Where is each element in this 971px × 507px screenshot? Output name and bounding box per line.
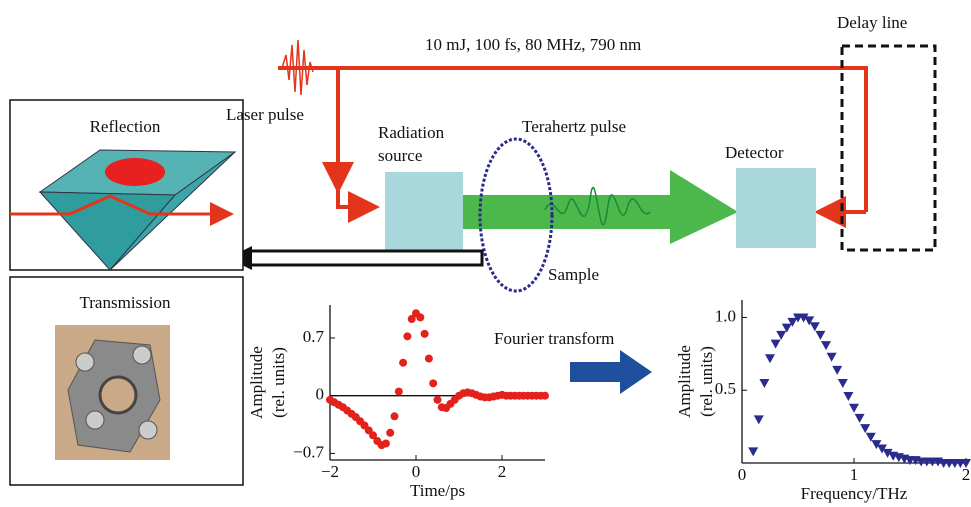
- data-point: [424, 354, 433, 363]
- y-axis-label: (rel. units): [697, 346, 716, 417]
- data-point: [882, 448, 893, 458]
- data-point: [804, 316, 815, 326]
- data-point: [765, 354, 775, 364]
- reflection-label: Reflection: [90, 117, 161, 136]
- data-point: [386, 428, 395, 437]
- data-point: [403, 332, 412, 341]
- y-tick-label: 0.5: [715, 379, 736, 398]
- detector-label: Detector: [725, 143, 784, 162]
- radiation-source-box: [385, 172, 463, 250]
- data-point: [871, 440, 882, 450]
- x-tick-label: 2: [962, 465, 971, 484]
- y-axis-label: (rel. units): [269, 347, 288, 418]
- sample-holder-photo: [55, 325, 170, 460]
- data-point: [381, 439, 390, 448]
- data-point: [770, 339, 781, 349]
- y-axis-label: Amplitude: [247, 346, 266, 419]
- data-point: [877, 444, 887, 454]
- terahertz-beam-head: [670, 170, 738, 244]
- y-tick-label: 1.0: [715, 306, 736, 325]
- data-point: [416, 313, 425, 322]
- data-point: [748, 447, 759, 457]
- beam-params-label: 10 mJ, 100 fs, 80 MHz, 790 nm: [425, 35, 641, 54]
- terahertz-beam: [463, 195, 673, 229]
- data-point: [399, 358, 408, 367]
- delay-line-label: Delay line: [837, 13, 907, 32]
- data-point: [832, 365, 843, 375]
- x-tick-label: −2: [321, 462, 339, 481]
- transmission-label: Transmission: [79, 293, 171, 312]
- data-point: [433, 395, 442, 404]
- radiation-source-label: Radiation: [378, 123, 445, 142]
- y-tick-label: 0: [316, 385, 325, 404]
- fourier-arrow: [570, 350, 652, 394]
- data-point: [759, 378, 770, 388]
- radiation-source-label: source: [378, 146, 422, 165]
- x-axis-label: Frequency/THz: [801, 484, 908, 503]
- data-point: [837, 378, 848, 388]
- data-point: [865, 432, 876, 442]
- y-tick-label: −0.7: [293, 442, 324, 461]
- data-point: [854, 413, 865, 423]
- data-point: [394, 387, 403, 396]
- laser-pulse-icon: [281, 39, 314, 96]
- data-point: [776, 330, 787, 340]
- sample-ellipse: [478, 137, 554, 293]
- x-tick-label: 1: [850, 465, 859, 484]
- data-point: [815, 330, 826, 340]
- detector-box: [736, 168, 816, 248]
- y-tick-label: 0.7: [303, 327, 325, 346]
- delay-line-box: [840, 44, 937, 252]
- terahertz-pulse-icon: [544, 186, 651, 226]
- data-point: [798, 313, 809, 323]
- data-point: [781, 323, 792, 333]
- data-point: [753, 415, 764, 425]
- data-point: [390, 412, 399, 421]
- x-axis-label: Time/ps: [410, 481, 465, 500]
- y-axis-label: Amplitude: [675, 345, 694, 418]
- data-point: [843, 392, 854, 402]
- laser-pulse-label: Laser pulse: [226, 105, 304, 124]
- data-point: [787, 317, 798, 327]
- x-tick-label: 2: [498, 462, 507, 481]
- terahertz-pulse-label: Terahertz pulse: [522, 117, 626, 136]
- data-point: [860, 424, 871, 434]
- data-point: [809, 322, 820, 332]
- data-point: [420, 329, 429, 338]
- reflection-beam: [10, 194, 234, 226]
- laser-beam: [278, 66, 868, 228]
- data-point: [961, 459, 971, 468]
- fourier-transform-label: Fourier transform: [494, 329, 614, 348]
- data-point: [821, 341, 831, 351]
- data-point: [849, 403, 859, 413]
- x-tick-label: 0: [738, 465, 747, 484]
- x-tick-label: 0: [412, 462, 421, 481]
- data-point: [429, 379, 438, 388]
- data-point: [369, 431, 377, 440]
- data-point: [541, 391, 549, 400]
- sample-label: Sample: [548, 265, 599, 284]
- data-point: [826, 352, 837, 362]
- data-point: [407, 315, 416, 324]
- output-arrow: [248, 249, 484, 267]
